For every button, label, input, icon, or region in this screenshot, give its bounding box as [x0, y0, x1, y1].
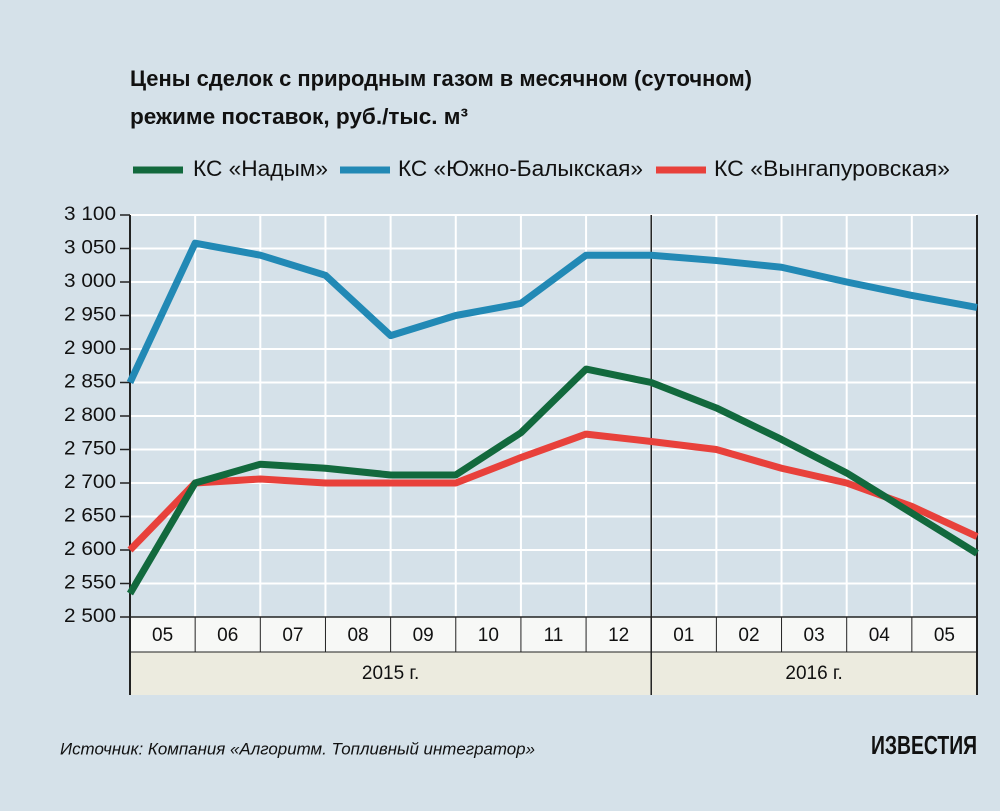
- y-tick-label: 2 750: [64, 439, 116, 460]
- month-band: [130, 617, 977, 652]
- y-tick-label: 2 900: [64, 338, 116, 359]
- source: Источник: Компания «Алгоритм. Топливный …: [60, 739, 535, 758]
- y-tick-label: 2 650: [64, 506, 116, 527]
- legend-label: КС «Вынгапуровская»: [714, 156, 950, 181]
- series-line: [126, 239, 978, 384]
- series-line: [126, 365, 979, 596]
- x-tick-label: 09: [413, 625, 434, 646]
- x-tick-label: 03: [804, 625, 825, 646]
- y-tick-label: 3 050: [64, 238, 116, 259]
- year-label: 2016 г.: [785, 663, 842, 684]
- logo: ИЗВЕСТИЯ: [871, 730, 977, 760]
- x-tick-label: 06: [217, 625, 238, 646]
- y-tick-label: 2 550: [64, 573, 116, 594]
- y-tick-label: 2 800: [64, 405, 116, 426]
- chart-title: режиме поставок, руб./тыс. м³: [130, 104, 468, 129]
- year-band: [130, 652, 977, 695]
- x-tick-label: 01: [673, 625, 694, 646]
- legend-label: КС «Южно-Балыкская»: [398, 156, 643, 181]
- x-tick-label: 10: [478, 625, 499, 646]
- y-tick-label: 3 100: [64, 204, 116, 225]
- x-tick-label: 07: [282, 625, 303, 646]
- year-label: 2015 г.: [362, 663, 419, 684]
- chart-title: Цены сделок с природным газом в месячном…: [130, 66, 752, 91]
- y-tick-label: 2 700: [64, 472, 116, 493]
- x-tick-label: 04: [869, 625, 891, 646]
- x-tick-label: 12: [608, 625, 629, 646]
- y-tick-label: 2 950: [64, 305, 116, 326]
- x-tick-label: 11: [544, 625, 564, 646]
- y-tick-label: 3 000: [64, 271, 116, 292]
- x-tick-label: 05: [152, 625, 173, 646]
- series-line: [127, 430, 979, 553]
- x-tick-label: 02: [738, 625, 759, 646]
- x-tick-label: 05: [934, 625, 955, 646]
- y-tick-label: 2 500: [64, 606, 116, 627]
- y-tick-label: 2 850: [64, 372, 116, 393]
- x-tick-label: 08: [347, 625, 368, 646]
- y-tick-label: 2 600: [64, 539, 116, 560]
- legend-label: КС «Надым»: [193, 156, 328, 181]
